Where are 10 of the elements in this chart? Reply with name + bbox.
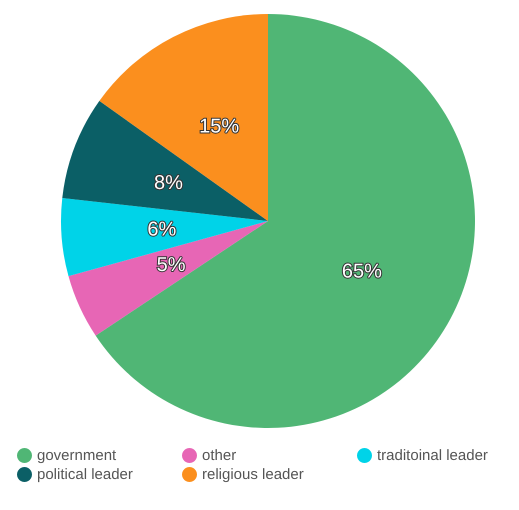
- legend-label: government: [37, 447, 118, 464]
- data-label: 65%: [342, 260, 382, 282]
- data-label: 8%: [154, 172, 184, 194]
- legend-label: traditoinal leader: [377, 447, 488, 464]
- legend-label: other: [202, 447, 236, 464]
- data-label: 15%: [199, 115, 240, 138]
- data-label: 5%: [156, 254, 186, 276]
- data-label: 6%: [147, 218, 177, 240]
- legend-label: political leader: [37, 466, 133, 483]
- legend-label: religious leader: [202, 466, 304, 483]
